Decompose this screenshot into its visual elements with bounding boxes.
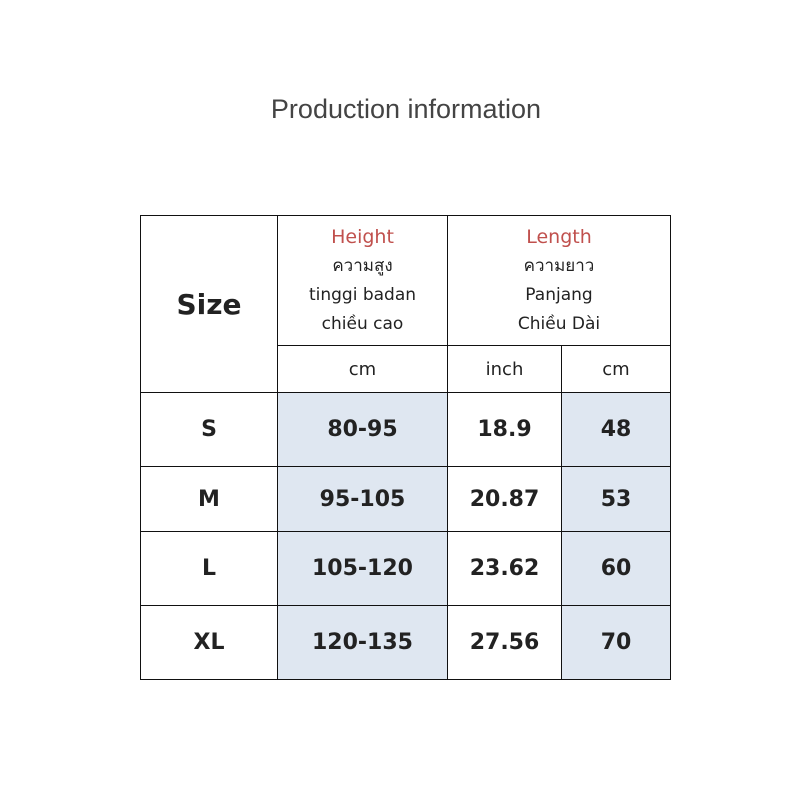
table-cell: 18.9 [447,392,562,467]
table-cell: 70 [561,605,671,680]
table-cell: 53 [561,466,671,532]
table-cell: L [140,531,278,606]
table-row: S 80-95 18.9 48 [140,392,671,467]
size-table: Size Height ความสูง tinggi badan chiều c… [140,215,671,680]
header-line: ความสูง [332,255,393,276]
header-line: Panjang [525,284,593,305]
table-row: XL 120-135 27.56 70 [140,605,671,680]
unit: cm [277,345,448,393]
height-header: Height ความสูง tinggi badan chiều cao [277,215,448,346]
table-cell: 95-105 [277,466,448,532]
header-line: Chiều Dài [517,313,601,334]
table-cell: 23.62 [447,531,562,606]
table-cell: 48 [561,392,671,467]
table-cell: S [140,392,278,467]
table-cell: 60 [561,531,671,606]
table-cell: 20.87 [447,466,562,532]
table-row: M 95-105 20.87 53 [140,466,671,532]
unit: cm [561,345,671,393]
table-cell: 27.56 [447,605,562,680]
table-cell: 80-95 [277,392,448,467]
header-line: chiều cao [321,313,404,334]
header-line: ความยาว [523,255,595,276]
size-header: Size [140,215,278,393]
header-line: tinggi badan [308,284,417,305]
unit: inch [447,345,562,393]
table-cell: 105-120 [277,531,448,606]
table-cell: 120-135 [277,605,448,680]
table-cell: XL [140,605,278,680]
table-cell: M [140,466,278,532]
header-line: Height [331,225,394,248]
title: Production information [270,94,542,124]
table-row: L 105-120 23.62 60 [140,531,671,606]
header-line: Length [526,225,592,248]
length-header: Length ความยาว Panjang Chiều Dài [447,215,671,346]
